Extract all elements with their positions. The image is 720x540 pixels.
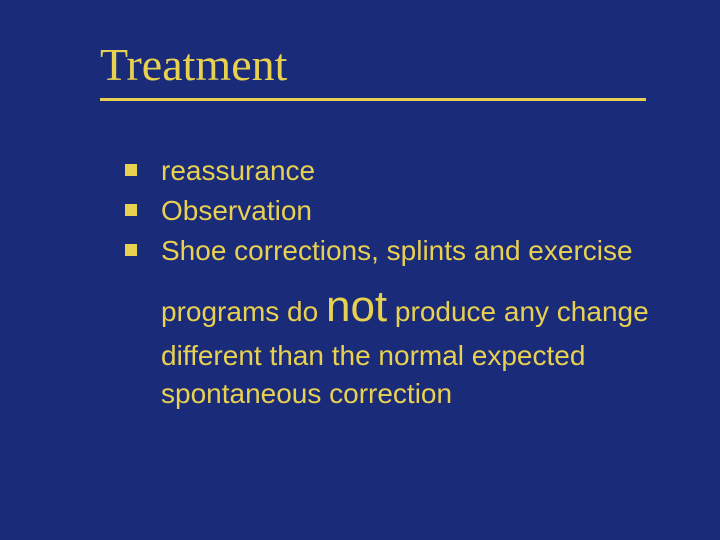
continuation-before: programs do: [161, 296, 326, 327]
slide-title: Treatment: [100, 38, 287, 91]
bullet-text: Shoe corrections, splints and exercise: [161, 235, 633, 266]
bullet-text: reassurance: [161, 155, 315, 186]
list-item: Shoe corrections, splints and exercise: [123, 232, 683, 270]
list-item: Observation: [123, 192, 683, 230]
slide-body: reassurance Observation Shoe corrections…: [123, 152, 683, 412]
continuation-text: programs do not produce any change diffe…: [123, 277, 683, 412]
emphasis-word: not: [326, 282, 387, 331]
bullet-text: Observation: [161, 195, 312, 226]
list-item: reassurance: [123, 152, 683, 190]
title-underline: [100, 98, 646, 101]
